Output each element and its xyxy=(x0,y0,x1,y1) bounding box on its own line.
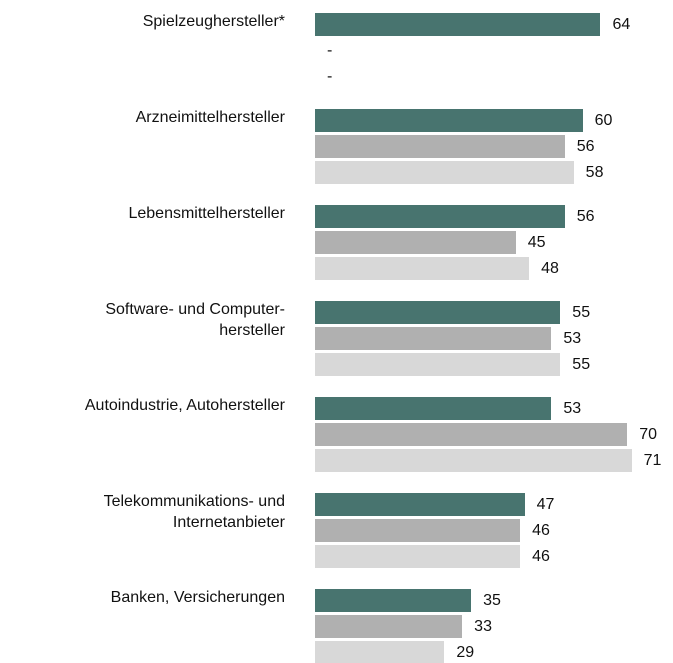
category-label: Software- und Computer- hersteller xyxy=(105,301,285,339)
value-label: 56 xyxy=(576,208,595,225)
bar xyxy=(315,161,574,184)
value-label: 33 xyxy=(474,618,492,635)
bar xyxy=(315,135,565,158)
bar xyxy=(315,231,516,254)
bar xyxy=(315,205,565,228)
bar xyxy=(315,589,472,612)
value-label: 56 xyxy=(576,138,595,155)
category-label: Banken, Versicherungen xyxy=(110,589,285,606)
value-label: 53 xyxy=(563,400,582,417)
value-label: 55 xyxy=(572,304,591,321)
value-label: 29 xyxy=(456,644,475,661)
value-label: 46 xyxy=(532,522,550,539)
bar xyxy=(315,353,561,376)
value-label: 35 xyxy=(483,592,501,609)
value-label: 45 xyxy=(527,234,546,251)
value-label: 48 xyxy=(541,260,559,277)
category-label: Autoindustrie, Autohersteller xyxy=(84,397,285,414)
category-label: Arzneimittelhersteller xyxy=(135,109,285,126)
bar xyxy=(315,257,530,280)
bar xyxy=(315,545,521,568)
category-label: Telekommunikations- und Internetanbieter xyxy=(103,493,285,531)
bar xyxy=(315,327,552,350)
bar xyxy=(315,13,601,36)
value-label: 64 xyxy=(612,16,631,33)
value-label: 70 xyxy=(639,426,657,443)
bar xyxy=(315,423,628,446)
bar xyxy=(315,449,632,472)
bar xyxy=(315,397,552,420)
value-label: 55 xyxy=(572,356,591,373)
bar xyxy=(315,641,445,663)
value-label: - xyxy=(327,42,333,59)
value-label: 58 xyxy=(585,164,604,181)
bar xyxy=(315,519,521,542)
value-label: 53 xyxy=(563,330,582,347)
bar xyxy=(315,615,463,638)
bar xyxy=(315,301,561,324)
category-label: Spielzeughersteller* xyxy=(142,13,285,30)
value-label: 46 xyxy=(532,548,550,565)
bar xyxy=(315,109,583,132)
category-label: Lebensmittelhersteller xyxy=(128,205,285,222)
value-label: 47 xyxy=(536,496,555,513)
value-label: 71 xyxy=(643,452,662,469)
bar xyxy=(315,493,525,516)
value-label: - xyxy=(327,68,333,85)
value-label: 60 xyxy=(594,112,613,129)
